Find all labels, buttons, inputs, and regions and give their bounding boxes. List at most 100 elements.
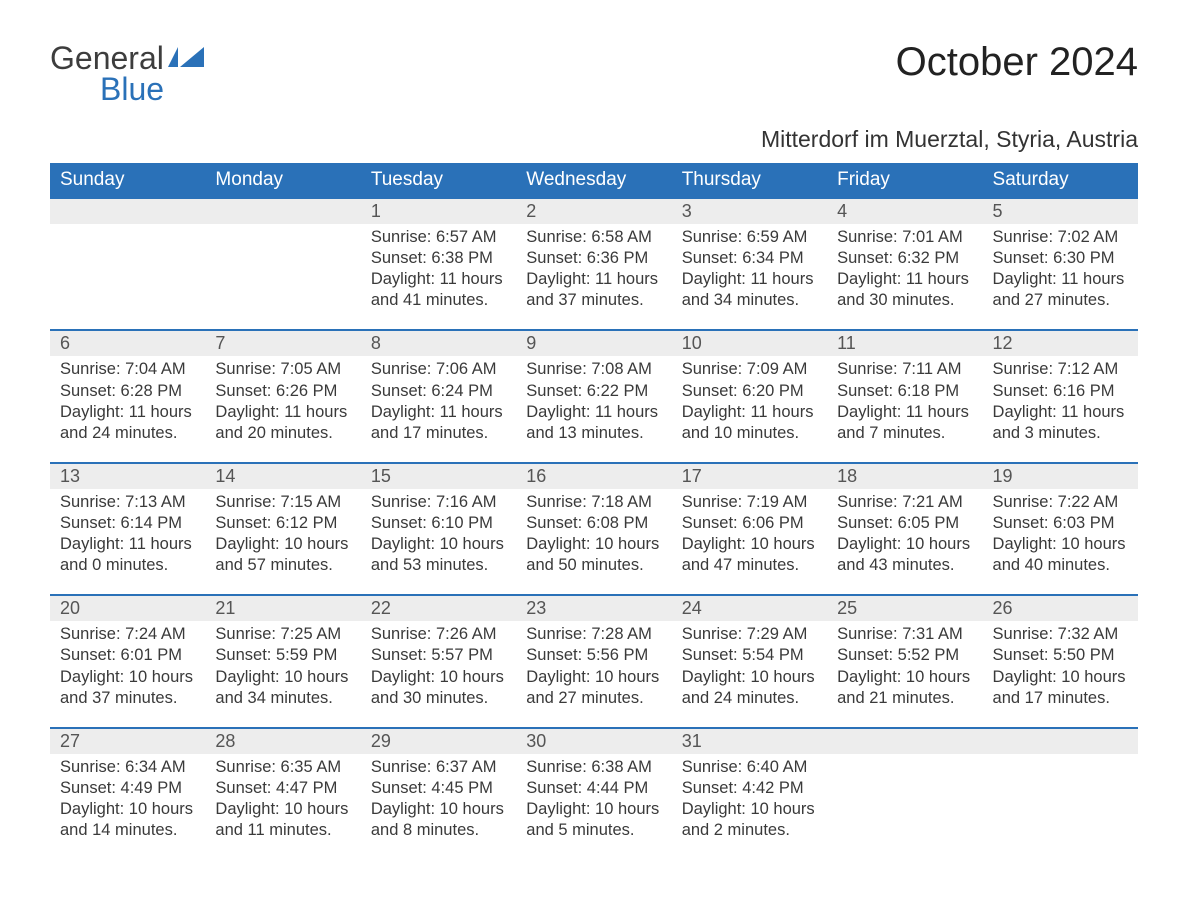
day-content-row: Sunrise: 6:57 AMSunset: 6:38 PMDaylight:… [50,224,1138,330]
daylight-line: Daylight: 11 hours and 27 minutes. [993,269,1128,311]
sunset-line: Sunset: 4:44 PM [526,778,661,799]
sunrise-line: Sunrise: 7:25 AM [215,624,350,645]
sunrise-line: Sunrise: 7:02 AM [993,227,1128,248]
daylight-line: Daylight: 10 hours and 57 minutes. [215,534,350,576]
day-content-cell: Sunrise: 6:37 AMSunset: 4:45 PMDaylight:… [361,754,516,859]
day-number-cell [827,728,982,754]
sunset-line: Sunset: 6:05 PM [837,513,972,534]
sunset-line: Sunset: 6:22 PM [526,381,661,402]
day-content-cell: Sunrise: 7:04 AMSunset: 6:28 PMDaylight:… [50,356,205,462]
sunset-line: Sunset: 5:50 PM [993,645,1128,666]
sunrise-line: Sunrise: 7:18 AM [526,492,661,513]
sunset-line: Sunset: 6:03 PM [993,513,1128,534]
weekday-header: Friday [827,163,982,198]
day-number-cell: 28 [205,728,360,754]
daylight-line: Daylight: 11 hours and 10 minutes. [682,402,817,444]
day-number-cell: 30 [516,728,671,754]
day-number-cell [50,198,205,224]
sunset-line: Sunset: 6:24 PM [371,381,506,402]
daylight-line: Daylight: 10 hours and 34 minutes. [215,667,350,709]
day-number-cell: 15 [361,463,516,489]
day-content-cell: Sunrise: 7:15 AMSunset: 6:12 PMDaylight:… [205,489,360,595]
day-number-cell: 16 [516,463,671,489]
daylight-line: Daylight: 10 hours and 47 minutes. [682,534,817,576]
day-content-cell: Sunrise: 6:34 AMSunset: 4:49 PMDaylight:… [50,754,205,859]
day-number-cell: 23 [516,595,671,621]
sunset-line: Sunset: 5:52 PM [837,645,972,666]
sunset-line: Sunset: 4:49 PM [60,778,195,799]
daylight-line: Daylight: 10 hours and 14 minutes. [60,799,195,841]
daylight-line: Daylight: 10 hours and 5 minutes. [526,799,661,841]
sunset-line: Sunset: 4:42 PM [682,778,817,799]
day-number-cell: 9 [516,330,671,356]
day-content-cell [827,754,982,859]
sunset-line: Sunset: 6:26 PM [215,381,350,402]
day-content-cell: Sunrise: 7:09 AMSunset: 6:20 PMDaylight:… [672,356,827,462]
sunset-line: Sunset: 6:20 PM [682,381,817,402]
sunset-line: Sunset: 5:59 PM [215,645,350,666]
sunrise-line: Sunrise: 7:08 AM [526,359,661,380]
sunset-line: Sunset: 6:38 PM [371,248,506,269]
daylight-line: Daylight: 11 hours and 3 minutes. [993,402,1128,444]
daylight-line: Daylight: 10 hours and 50 minutes. [526,534,661,576]
sunrise-line: Sunrise: 6:37 AM [371,757,506,778]
day-content-cell: Sunrise: 6:35 AMSunset: 4:47 PMDaylight:… [205,754,360,859]
day-number-cell: 27 [50,728,205,754]
day-number-cell: 26 [983,595,1138,621]
day-content-row: Sunrise: 7:04 AMSunset: 6:28 PMDaylight:… [50,356,1138,462]
sunrise-line: Sunrise: 7:24 AM [60,624,195,645]
sunset-line: Sunset: 6:28 PM [60,381,195,402]
weekday-header: Wednesday [516,163,671,198]
daylight-line: Daylight: 10 hours and 27 minutes. [526,667,661,709]
daylight-line: Daylight: 11 hours and 37 minutes. [526,269,661,311]
day-number-cell: 7 [205,330,360,356]
day-content-cell: Sunrise: 7:21 AMSunset: 6:05 PMDaylight:… [827,489,982,595]
day-content-cell: Sunrise: 7:24 AMSunset: 6:01 PMDaylight:… [50,621,205,727]
sunset-line: Sunset: 6:36 PM [526,248,661,269]
sunrise-line: Sunrise: 7:06 AM [371,359,506,380]
day-number-cell [983,728,1138,754]
daylight-line: Daylight: 10 hours and 24 minutes. [682,667,817,709]
day-content-row: Sunrise: 7:24 AMSunset: 6:01 PMDaylight:… [50,621,1138,727]
weekday-header-row: SundayMondayTuesdayWednesdayThursdayFrid… [50,163,1138,198]
daylight-line: Daylight: 11 hours and 24 minutes. [60,402,195,444]
day-content-cell: Sunrise: 7:31 AMSunset: 5:52 PMDaylight:… [827,621,982,727]
day-number-cell [205,198,360,224]
day-number-cell: 4 [827,198,982,224]
sunset-line: Sunset: 6:14 PM [60,513,195,534]
day-content-cell: Sunrise: 6:38 AMSunset: 4:44 PMDaylight:… [516,754,671,859]
daylight-line: Daylight: 11 hours and 13 minutes. [526,402,661,444]
day-content-cell: Sunrise: 7:12 AMSunset: 6:16 PMDaylight:… [983,356,1138,462]
daylight-line: Daylight: 10 hours and 37 minutes. [60,667,195,709]
day-content-cell: Sunrise: 7:13 AMSunset: 6:14 PMDaylight:… [50,489,205,595]
day-number-cell: 25 [827,595,982,621]
day-number-row: 6789101112 [50,330,1138,356]
day-content-row: Sunrise: 7:13 AMSunset: 6:14 PMDaylight:… [50,489,1138,595]
weekday-header: Thursday [672,163,827,198]
day-number-cell: 24 [672,595,827,621]
day-number-cell: 12 [983,330,1138,356]
sunset-line: Sunset: 6:08 PM [526,513,661,534]
day-number-cell: 2 [516,198,671,224]
daylight-line: Daylight: 10 hours and 30 minutes. [371,667,506,709]
sunset-line: Sunset: 6:16 PM [993,381,1128,402]
daylight-line: Daylight: 10 hours and 21 minutes. [837,667,972,709]
day-content-cell: Sunrise: 7:32 AMSunset: 5:50 PMDaylight:… [983,621,1138,727]
sunset-line: Sunset: 6:01 PM [60,645,195,666]
sunset-line: Sunset: 4:45 PM [371,778,506,799]
day-number-cell: 18 [827,463,982,489]
day-content-cell: Sunrise: 6:58 AMSunset: 6:36 PMDaylight:… [516,224,671,330]
day-number-cell: 21 [205,595,360,621]
sunrise-line: Sunrise: 7:05 AM [215,359,350,380]
sunrise-line: Sunrise: 7:22 AM [993,492,1128,513]
day-number-row: 20212223242526 [50,595,1138,621]
sunset-line: Sunset: 6:10 PM [371,513,506,534]
sunset-line: Sunset: 5:56 PM [526,645,661,666]
day-content-cell [50,224,205,330]
day-content-cell: Sunrise: 7:05 AMSunset: 6:26 PMDaylight:… [205,356,360,462]
day-number-cell: 19 [983,463,1138,489]
daylight-line: Daylight: 10 hours and 53 minutes. [371,534,506,576]
daylight-line: Daylight: 10 hours and 40 minutes. [993,534,1128,576]
weekday-header: Saturday [983,163,1138,198]
sunset-line: Sunset: 5:57 PM [371,645,506,666]
